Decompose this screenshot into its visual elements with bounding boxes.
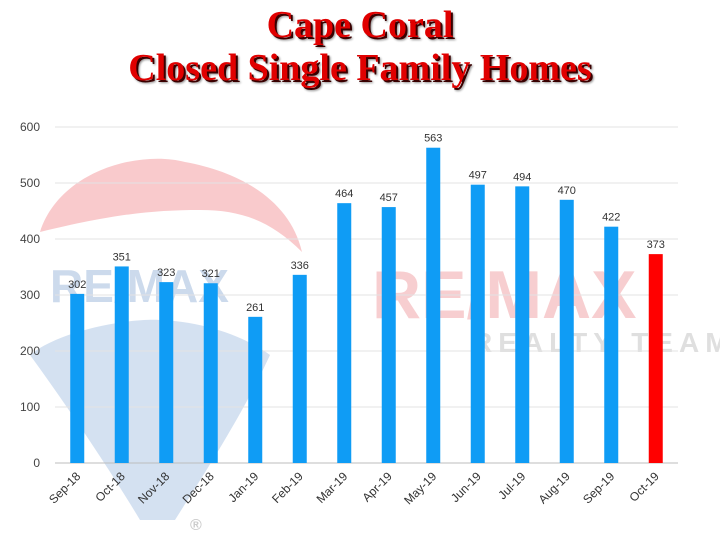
bar-Sep-19	[604, 226, 619, 463]
data-label-Mar-19: 464	[335, 188, 353, 200]
bars	[70, 147, 663, 464]
bar-Nov-18	[159, 282, 174, 463]
bar-Mar-19	[337, 203, 352, 463]
category-label-Aug-19: Aug-19	[536, 469, 573, 506]
bar-Oct-18	[114, 266, 129, 463]
category-label-Sep-19: Sep-19	[580, 469, 617, 506]
bar-Sep-18	[70, 293, 85, 463]
data-label-Jun-19: 497	[469, 170, 487, 182]
bar-May-19	[426, 147, 441, 463]
category-label-Feb-19: Feb-19	[269, 469, 306, 506]
data-label-Sep-19: 422	[602, 212, 620, 224]
chart-title-line1: Cape Coral	[266, 4, 454, 46]
bar-Jun-19	[470, 184, 485, 463]
data-label-Feb-19: 336	[291, 260, 309, 272]
data-label-Nov-18: 323	[157, 267, 175, 279]
data-label-Apr-19: 457	[380, 192, 398, 204]
y-tick-label: 300	[20, 288, 40, 302]
data-label-May-19: 563	[424, 133, 442, 145]
y-tick-label: 600	[20, 120, 40, 134]
chart-title: Cape Coral Closed Single Family Homes	[0, 4, 720, 89]
category-label-Mar-19: Mar-19	[314, 469, 351, 506]
bar-Apr-19	[381, 207, 396, 463]
watermark-subtitle: REALTY TEAM	[472, 327, 720, 358]
y-axis-ticks: 0 100 200 300 400 500 600	[20, 120, 40, 470]
watermark-balloon-top	[40, 158, 302, 252]
category-label-Sep-18: Sep-18	[46, 469, 83, 506]
y-tick-label: 100	[20, 400, 40, 414]
bar-Jan-19	[248, 316, 263, 463]
bar-Oct-19	[648, 254, 663, 463]
bar-Feb-19	[292, 274, 307, 463]
y-tick-label: 0	[33, 456, 40, 470]
data-label-Oct-19: 373	[647, 239, 665, 251]
category-label-Apr-19: Apr-19	[359, 469, 395, 505]
gridlines	[55, 126, 678, 464]
category-label-Jul-19: Jul-19	[495, 469, 528, 502]
y-tick-label: 200	[20, 344, 40, 358]
category-label-May-19: May-19	[401, 469, 439, 507]
bar-Jul-19	[515, 186, 530, 464]
bar-Aug-19	[559, 199, 574, 464]
watermark-registered: ®	[190, 517, 202, 534]
bar-Dec-18	[203, 283, 218, 463]
category-label-Jun-19: Jun-19	[448, 469, 484, 505]
data-labels: 302 351 323 321 261 336 464 457 563 497 494 470 422 3…	[68, 133, 665, 314]
chart-title-line2: Closed Single Family Homes	[128, 46, 592, 89]
data-label-Oct-18: 351	[113, 251, 131, 263]
y-tick-label: 500	[20, 176, 40, 190]
data-label-Jul-19: 494	[513, 171, 531, 183]
data-label-Dec-18: 321	[202, 268, 220, 280]
data-label-Aug-19: 470	[558, 185, 576, 197]
category-label-Jan-19: Jan-19	[226, 469, 262, 505]
data-label-Sep-18: 302	[68, 279, 86, 291]
category-label-Oct-19: Oct-19	[627, 469, 663, 505]
y-tick-label: 400	[20, 232, 40, 246]
data-label-Jan-19: 261	[246, 302, 264, 314]
